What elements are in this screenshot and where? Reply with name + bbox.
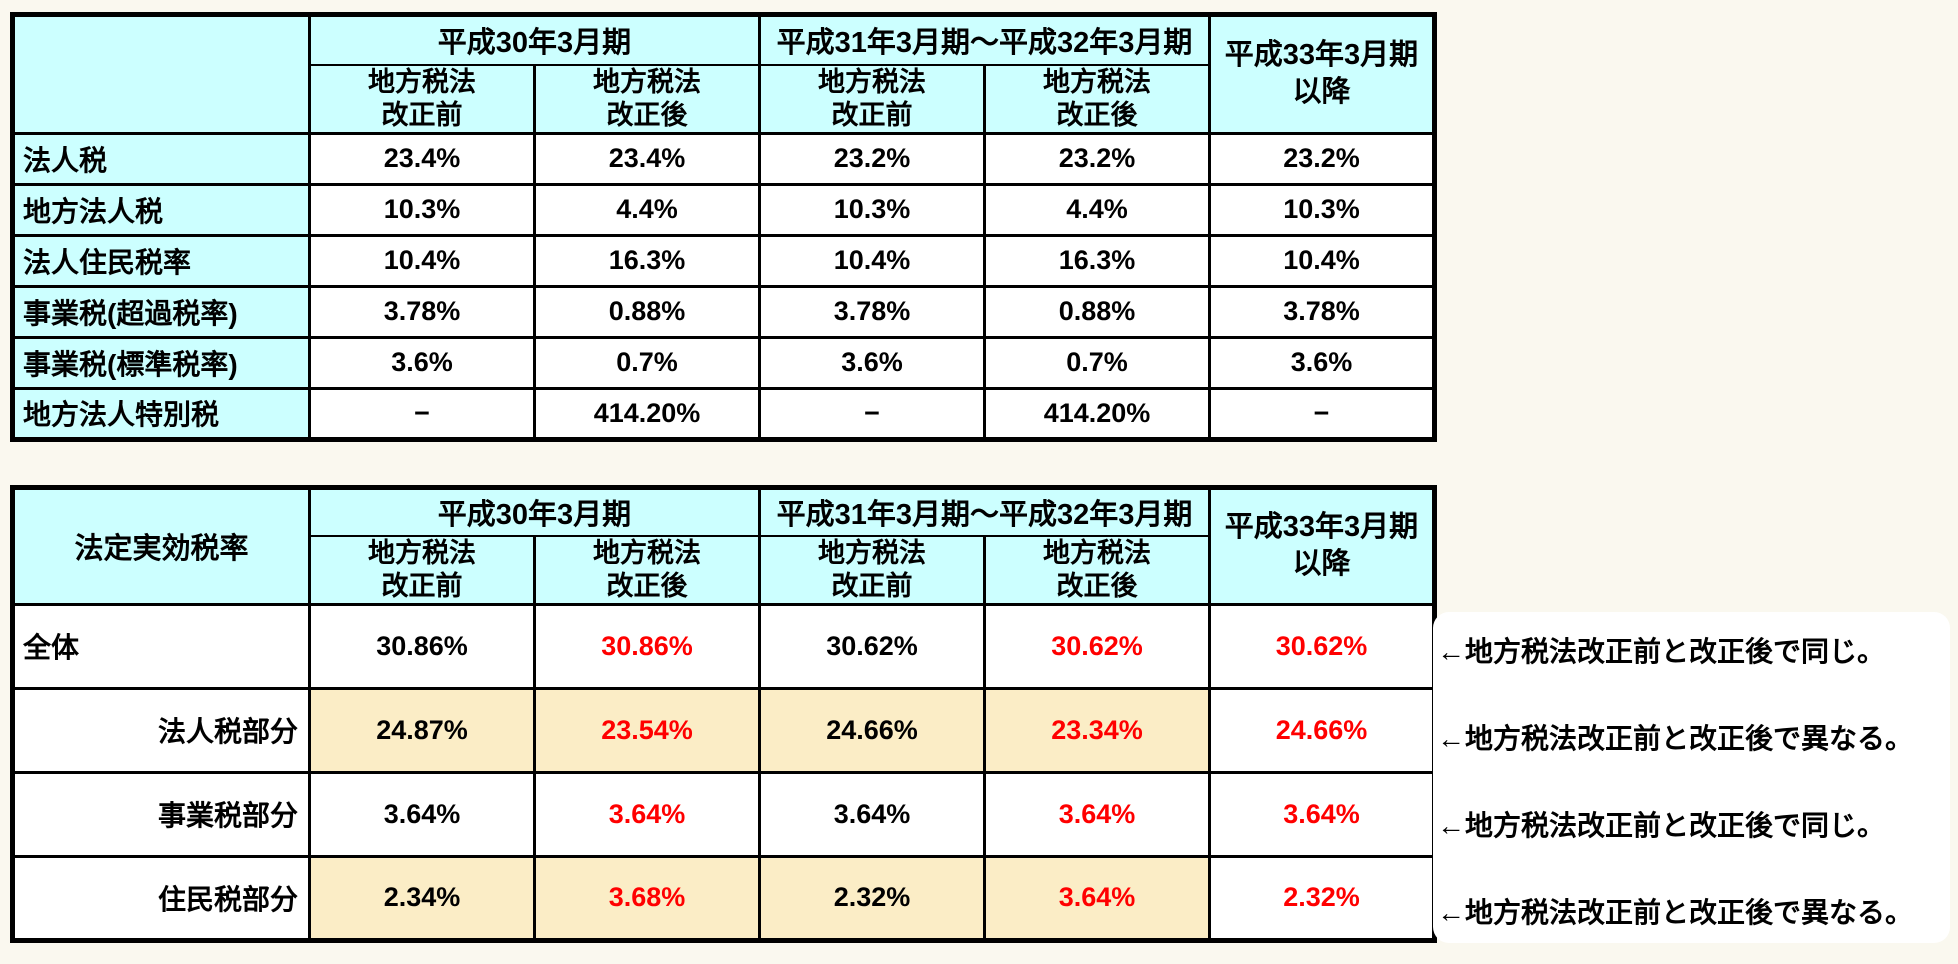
- rate-cell: 2.32%: [758, 854, 986, 942]
- rate-cell: 10.4%: [1208, 233, 1436, 288]
- table1-row: 地方法人特別税 −414.20% −414.20% −: [11, 386, 1436, 441]
- table1-row: 事業税(標準税率) 3.6% 0.7% 3.6% 0.7% 3.6%: [11, 335, 1436, 390]
- rate-cell: 3.78%: [1208, 284, 1436, 339]
- row-label: 法人税: [11, 131, 311, 186]
- table1-row: 事業税(超過税率) 3.78% 0.88% 3.78% 0.88% 3.78%: [11, 284, 1436, 339]
- annotation-overall: ←地方税法改正前と改正後で同じ。: [1437, 636, 1886, 667]
- table1-subheader-after-2: 地方税法 改正後: [983, 63, 1211, 135]
- table2-sub-header-row: 地方税法 改正前 地方税法 改正後 地方税法 改正前 地方税法 改正後: [13, 534, 1435, 606]
- component-tax-rate-table: 平成30年3月期 平成31年3月期～平成32年3月期 平成33年3月期 以降 地…: [10, 12, 1437, 442]
- table2-row: 全体 30.86% 30.86% 30.62% 30.62% 30.62%: [11, 602, 1436, 690]
- rate-cell: 3.6%: [758, 335, 986, 390]
- table1-group-header-row: 平成30年3月期 平成31年3月期～平成32年3月期 平成33年3月期 以降: [11, 13, 1436, 135]
- rate-cell: 16.3%: [983, 233, 1211, 288]
- effective-tax-rate-table: 法定実効税率 平成30年3月期 平成31年3月期～平成32年3月期 平成33年3…: [10, 485, 1437, 943]
- table1-period-h33-header: 平成33年3月期 以降: [1208, 13, 1436, 135]
- table1-subheader-before-1: 地方税法 改正前: [308, 63, 536, 135]
- table2-period-h33-header: 平成33年3月期 以降: [1208, 486, 1436, 606]
- row-label: 法人住民税率: [11, 233, 311, 288]
- rate-cell: 30.86%: [533, 602, 761, 690]
- rate-cell: 30.62%: [983, 602, 1211, 690]
- rate-cell: 10.3%: [1208, 182, 1436, 237]
- rate-cell: 24.66%: [758, 686, 986, 774]
- row-label: 住民税部分: [11, 854, 311, 942]
- rate-cell: 24.87%: [308, 686, 536, 774]
- row-label: 事業税(超過税率): [11, 284, 311, 339]
- rate-cell: 3.64%: [983, 770, 1211, 858]
- rate-cell: 10.3%: [758, 182, 986, 237]
- row-label: 事業税(標準税率): [11, 335, 311, 390]
- rate-cell: 23.2%: [983, 131, 1211, 186]
- rate-cell: 23.4%: [533, 131, 761, 186]
- rate-cell: 414.20%: [533, 386, 761, 441]
- rate-cell: 0.7%: [983, 335, 1211, 390]
- table2-group-header-row: 法定実効税率 平成30年3月期 平成31年3月期～平成32年3月期 平成33年3…: [11, 486, 1436, 606]
- rate-cell: 10.4%: [758, 233, 986, 288]
- rate-cell: 3.78%: [308, 284, 536, 339]
- rate-cell: 0.88%: [533, 284, 761, 339]
- rate-cell: 23.2%: [1208, 131, 1436, 186]
- annotation-resident-tax: ←地方税法改正前と改正後で異なる。: [1437, 897, 1914, 928]
- rate-cell: 2.32%: [1208, 854, 1436, 942]
- rate-cell: 3.64%: [1208, 770, 1436, 858]
- table1-period-h31-h32-header: 平成31年3月期～平成32年3月期: [758, 13, 1211, 66]
- table2-subheader-after-1: 地方税法 改正後: [533, 534, 761, 606]
- rate-cell: 3.78%: [758, 284, 986, 339]
- table1-row: 地方法人税 10.3% 4.4% 10.3% 4.4% 10.3%: [11, 182, 1436, 237]
- rate-cell: 2.34%: [308, 854, 536, 942]
- rate-cell: 16.3%: [533, 233, 761, 288]
- rate-cell: −: [1208, 386, 1436, 441]
- annotation-business-tax: ←地方税法改正前と改正後で同じ。: [1437, 810, 1886, 841]
- rate-cell: 0.88%: [983, 284, 1211, 339]
- rate-cell: 23.4%: [308, 131, 536, 186]
- rate-cell: 30.86%: [308, 602, 536, 690]
- annotation-corporate-tax: ←地方税法改正前と改正後で異なる。: [1437, 723, 1914, 754]
- table2-row: 法人税部分 24.87% 23.54% 24.66% 23.34% 24.66%: [11, 686, 1436, 774]
- rate-cell: 30.62%: [758, 602, 986, 690]
- row-label: 地方法人税: [11, 182, 311, 237]
- row-label: 地方法人特別税: [11, 386, 311, 441]
- rate-cell: 3.64%: [533, 770, 761, 858]
- row-label: 事業税部分: [11, 770, 311, 858]
- rate-cell: 4.4%: [983, 182, 1211, 237]
- table1-subheader-after-1: 地方税法 改正後: [533, 63, 761, 135]
- rate-cell: 3.64%: [308, 770, 536, 858]
- rate-cell: 23.2%: [758, 131, 986, 186]
- table2-body: 全体 30.86% 30.86% 30.62% 30.62% 30.62% 法人税部分 24.…: [11, 602, 1436, 942]
- rate-cell: 0.7%: [533, 335, 761, 390]
- table1-row: 法人税 23.4% 23.4% 23.2% 23.2% 23.2%: [11, 131, 1436, 186]
- table2-title-cell: 法定実効税率: [11, 486, 311, 606]
- rate-cell: 23.54%: [533, 686, 761, 774]
- table1-body: 法人税 23.4% 23.4% 23.2% 23.2% 23.2% 地方法人税 10.3% 4.…: [11, 131, 1436, 441]
- row-label: 法人税部分: [11, 686, 311, 774]
- table1-sub-header-row: 地方税法 改正前 地方税法 改正後 地方税法 改正前 地方税法 改正後: [13, 63, 1435, 135]
- table1-period-h30-header: 平成30年3月期: [308, 13, 761, 66]
- table2-subheader-after-2: 地方税法 改正後: [983, 534, 1211, 606]
- table2-subheader-before-1: 地方税法 改正前: [308, 534, 536, 606]
- rate-cell: 10.4%: [308, 233, 536, 288]
- table1-row: 法人住民税率 10.4% 16.3% 10.4% 16.3% 10.4%: [11, 233, 1436, 288]
- row-label: 全体: [11, 602, 311, 690]
- rate-cell: 10.3%: [308, 182, 536, 237]
- rate-cell: −: [308, 386, 536, 441]
- table2-subheader-before-2: 地方税法 改正前: [758, 534, 986, 606]
- rate-cell: 4.4%: [533, 182, 761, 237]
- rate-cell: 3.6%: [308, 335, 536, 390]
- rate-cell: 23.34%: [983, 686, 1211, 774]
- table2-row: 住民税部分 2.34% 3.68% 2.32% 3.64% 2.32%: [11, 854, 1436, 942]
- rate-cell: 414.20%: [983, 386, 1211, 441]
- rate-cell: 3.68%: [533, 854, 761, 942]
- rate-cell: 3.64%: [758, 770, 986, 858]
- table2-period-h30-header: 平成30年3月期: [308, 486, 761, 537]
- rate-cell: 24.66%: [1208, 686, 1436, 774]
- table2-row: 事業税部分 3.64% 3.64% 3.64% 3.64% 3.64%: [11, 770, 1436, 858]
- annotation-panel: ←地方税法改正前と改正後で同じ。 ←地方税法改正前と改正後で異なる。 ←地方税法…: [1433, 612, 1950, 943]
- table1-corner-cell: [11, 13, 311, 135]
- rate-cell: 3.64%: [983, 854, 1211, 942]
- rate-cell: 30.62%: [1208, 602, 1436, 690]
- rate-cell: −: [758, 386, 986, 441]
- rate-cell: 3.6%: [1208, 335, 1436, 390]
- table2-period-h31-h32-header: 平成31年3月期～平成32年3月期: [758, 486, 1211, 537]
- table1-subheader-before-2: 地方税法 改正前: [758, 63, 986, 135]
